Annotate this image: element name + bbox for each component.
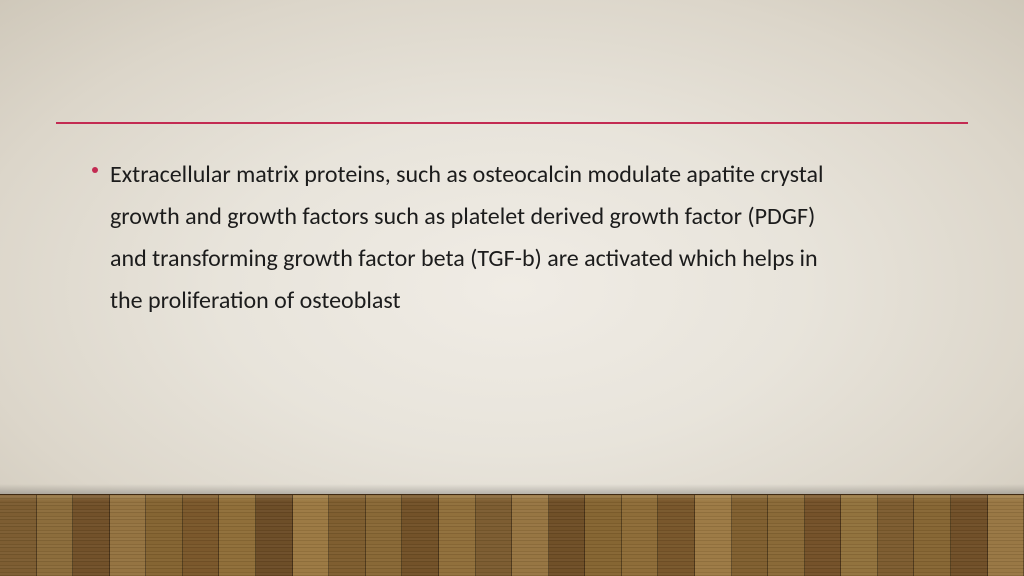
presentation-slide: Extracellular matrix proteins, such as o… — [0, 0, 1024, 576]
floor-plank — [512, 495, 549, 576]
content-area: Extracellular matrix proteins, such as o… — [92, 154, 852, 322]
floor-plank — [146, 495, 183, 576]
floor-plank — [0, 495, 37, 576]
floor-plank — [841, 495, 878, 576]
wood-floor — [0, 494, 1024, 576]
floor-plank — [219, 495, 256, 576]
floor-plank — [329, 495, 366, 576]
floor-plank — [951, 495, 988, 576]
floor-plank — [439, 495, 476, 576]
floor-plank — [37, 495, 74, 576]
bullet-marker-icon — [92, 167, 98, 173]
floor-shadow — [0, 484, 1024, 494]
floor-plank — [366, 495, 403, 576]
floor-plank — [549, 495, 586, 576]
floor-plank — [805, 495, 842, 576]
bullet-item: Extracellular matrix proteins, such as o… — [92, 154, 852, 322]
floor-plank — [732, 495, 769, 576]
floor-plank — [256, 495, 293, 576]
floor-plank — [293, 495, 330, 576]
floor-plank — [768, 495, 805, 576]
floor-plank — [476, 495, 513, 576]
floor-plank — [110, 495, 147, 576]
floor-plank — [914, 495, 951, 576]
floor-plank — [658, 495, 695, 576]
bullet-text: Extracellular matrix proteins, such as o… — [110, 154, 852, 322]
floor-plank — [183, 495, 220, 576]
floor-plank — [585, 495, 622, 576]
floor-plank — [988, 495, 1024, 576]
floor-plank — [73, 495, 110, 576]
floor-plank — [622, 495, 659, 576]
floor-plank — [695, 495, 732, 576]
divider-line — [56, 122, 968, 124]
floor-plank — [878, 495, 915, 576]
floor-plank — [402, 495, 439, 576]
